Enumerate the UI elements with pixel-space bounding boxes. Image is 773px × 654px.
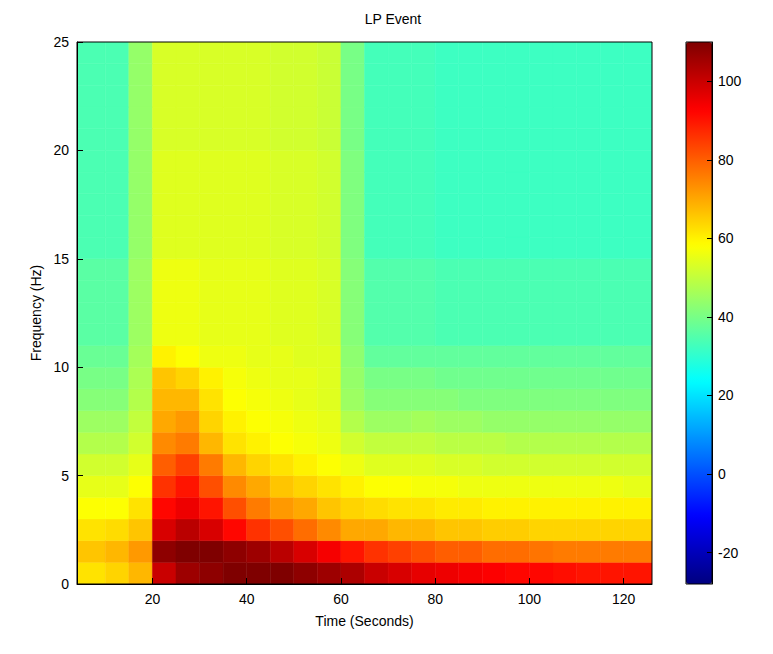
svg-text:20: 20 (53, 142, 69, 158)
svg-text:20: 20 (145, 591, 161, 607)
svg-text:120: 120 (612, 591, 636, 607)
svg-text:Time (Seconds): Time (Seconds) (315, 613, 413, 629)
svg-text:40: 40 (239, 591, 255, 607)
svg-text:0: 0 (61, 576, 69, 592)
svg-text:80: 80 (718, 152, 734, 168)
svg-text:Frequency (Hz): Frequency (Hz) (28, 265, 44, 361)
svg-text:LP Event: LP Event (365, 11, 422, 27)
svg-text:5: 5 (61, 468, 69, 484)
svg-text:15: 15 (53, 251, 69, 267)
svg-text:100: 100 (718, 73, 742, 89)
svg-text:100: 100 (518, 591, 542, 607)
svg-text:40: 40 (718, 309, 734, 325)
svg-text:80: 80 (427, 591, 443, 607)
svg-text:10: 10 (53, 359, 69, 375)
svg-text:-20: -20 (718, 545, 738, 561)
svg-text:60: 60 (333, 591, 349, 607)
svg-text:0: 0 (718, 466, 726, 482)
svg-text:60: 60 (718, 230, 734, 246)
svg-text:20: 20 (718, 387, 734, 403)
svg-text:25: 25 (53, 34, 69, 50)
